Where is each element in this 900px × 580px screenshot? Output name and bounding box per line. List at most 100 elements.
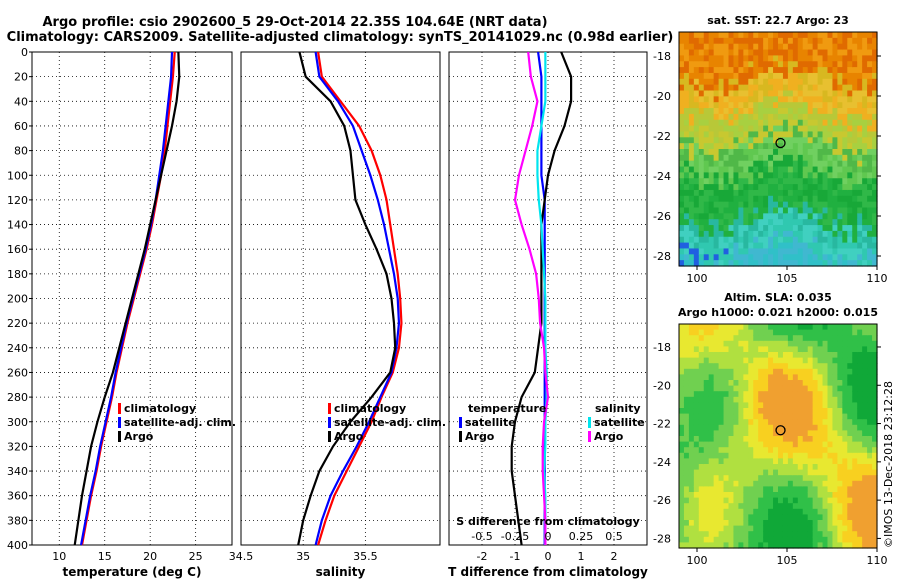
map-cell [748,391,754,398]
map-cell [753,143,759,150]
map-cell [792,242,799,250]
map-cell [763,486,769,493]
map-cell [857,424,863,431]
map-cell [693,480,700,487]
map-cell [693,520,700,527]
map-cell [738,207,744,214]
map-cell [758,242,764,250]
secondary-tick-label: 0 [545,530,552,543]
map-cell [758,113,764,121]
map-cell [763,441,769,448]
map-cell [862,55,868,62]
map-cell [743,61,749,68]
map-cell [782,385,789,392]
map-cell [817,424,824,431]
map-cell [763,480,769,487]
map-cell [852,43,858,51]
map-cell [703,248,710,255]
map-cell [693,219,700,226]
map-cell [797,447,804,454]
map-cell [867,72,873,80]
map-cell [708,248,715,255]
map-cell [773,154,779,162]
y-tick-label: -26 [653,494,671,507]
map-cell [787,260,794,267]
map-cell [758,430,764,437]
map-cell [872,178,878,185]
map-cell [787,61,794,68]
map-cell [857,380,863,387]
map-cell [698,143,705,150]
map-cell [797,125,804,133]
map-cell [768,452,774,459]
map-cell [837,508,843,515]
map-cell [857,108,863,115]
map-cell [703,464,710,471]
map-cell [778,230,784,238]
map-cell [802,480,809,487]
map-cell [782,184,789,191]
map-cell [703,503,710,510]
map-cell [787,324,794,331]
map-cell [733,178,739,185]
map-cell [718,213,725,220]
legend-label: Argo [334,430,364,443]
map-cell [807,464,814,471]
map-cell [852,324,858,331]
map-cell [787,480,794,487]
map-cell [812,497,819,504]
map-cell [837,396,843,403]
map-cell [812,37,819,45]
legend-swatch [459,417,462,428]
map-cell [812,536,819,543]
map-cell [728,335,735,342]
map-cell [837,452,843,459]
map-cell [679,514,685,521]
map-cell [708,201,715,209]
map-cell [733,346,739,353]
map-cell [862,352,868,359]
map-cell [733,236,739,244]
map-cell [852,363,858,370]
map-cell [733,385,739,392]
map-cell [812,441,819,448]
map-cell [743,419,749,426]
map-cell [708,385,715,392]
map-cell [688,90,695,97]
map-cell [792,531,799,538]
map-cell [688,368,695,375]
map-cell [763,391,769,398]
map-cell [812,469,819,476]
map-cell [773,55,779,62]
map-cell [867,225,873,232]
map-cell [693,90,700,97]
map-cell [773,207,779,214]
map-cell [768,96,774,103]
map-cell [812,43,819,51]
map-cell [852,172,858,179]
map-cell [857,335,863,342]
map-cell [758,131,764,138]
map-cell [768,368,774,375]
map-cell [787,408,794,415]
map-cell [679,125,685,133]
map-cell [763,452,769,459]
map-cell [708,37,715,45]
map-cell [842,536,848,543]
map-cell [782,166,789,173]
map-cell [857,43,863,51]
map-cell [748,32,754,39]
map-cell [872,525,878,532]
map-cell [738,160,744,168]
map-cell [743,201,749,209]
map-cell [857,225,863,232]
map-cell [773,43,779,51]
map-cell [683,242,690,250]
map-cell [698,160,705,168]
map-cell [872,84,878,92]
map-cell [867,149,873,156]
map-cell [758,385,764,392]
map-cell [708,189,715,197]
map-cell [728,125,735,133]
map-cell [778,154,784,162]
